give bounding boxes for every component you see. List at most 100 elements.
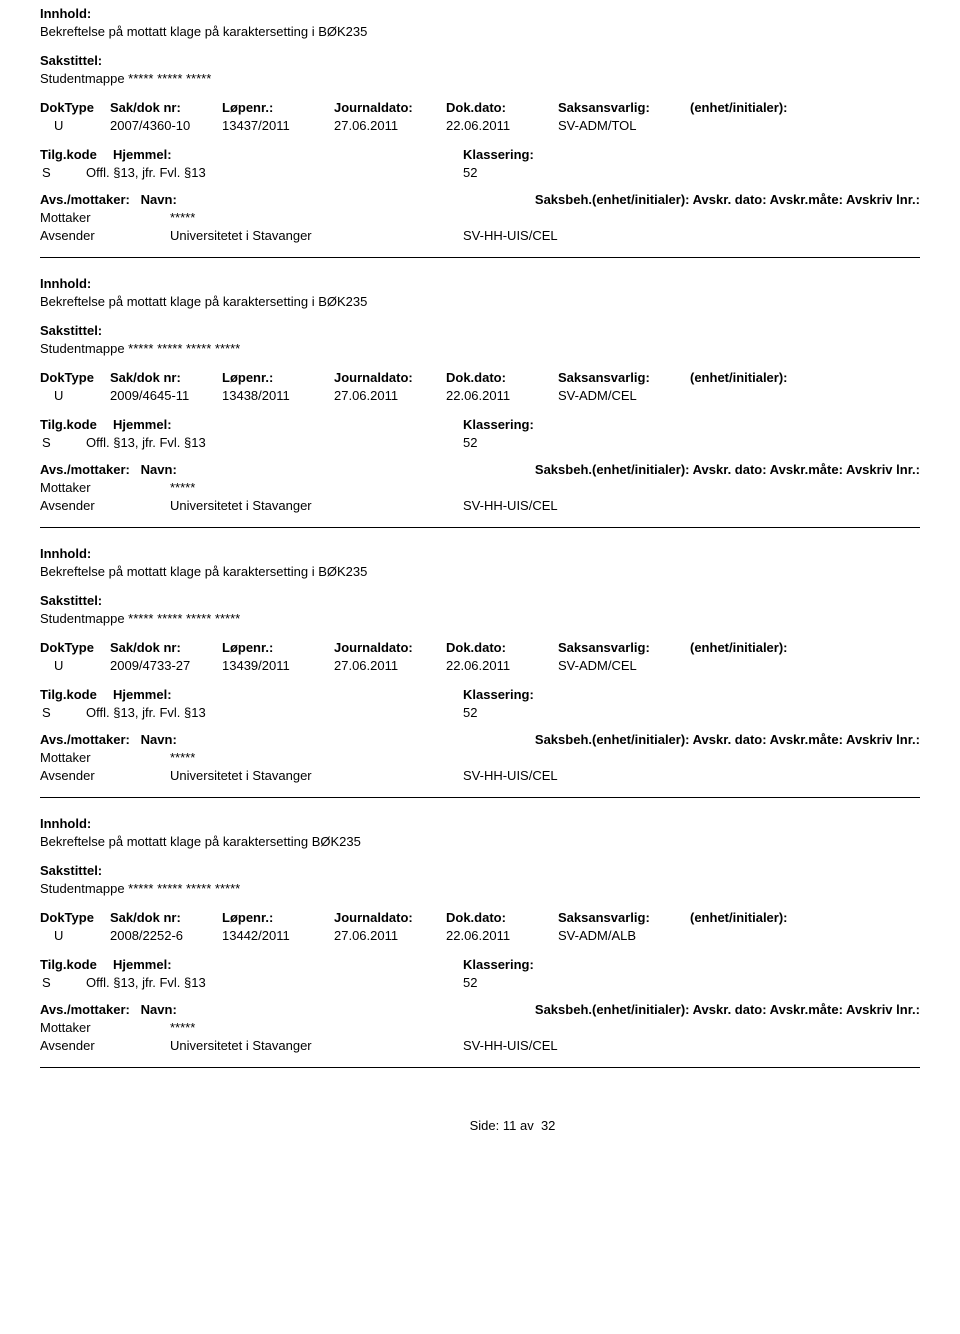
- header-enhet: (enhet/initialer):: [690, 910, 920, 925]
- avsender-label: Avsender: [40, 768, 170, 783]
- value-saknr: 2009/4733-27: [110, 658, 222, 673]
- hjemmel-header-row: Tilg.kode Hjemmel: Klassering:: [40, 957, 920, 972]
- value-saknr: 2007/4360-10: [110, 118, 222, 133]
- header-doktype: DokType: [40, 370, 110, 385]
- value-saknr: 2008/2252-6: [110, 928, 222, 943]
- hjemmel-value-row: S Offl. §13, jfr. Fvl. §13 52: [40, 705, 920, 720]
- value-dokdato: 22.06.2011: [446, 658, 558, 673]
- header-hjemmel: Hjemmel:: [113, 957, 463, 972]
- header-lopenr: Løpenr.:: [222, 370, 334, 385]
- footer-side-label: Side:: [470, 1118, 500, 1133]
- hjemmel-value-row: S Offl. §13, jfr. Fvl. §13 52: [40, 435, 920, 450]
- value-lopenr: 13438/2011: [222, 388, 334, 403]
- avsender-label: Avsender: [40, 228, 170, 243]
- header-saksansvarlig: Saksansvarlig:: [558, 910, 690, 925]
- header-saksbeh: Saksbeh.(enhet/initialer): Avskr. dato: …: [535, 1002, 920, 1017]
- footer-page-num: 11: [503, 1118, 517, 1133]
- header-klassering: Klassering:: [463, 687, 920, 702]
- header-avsmottaker: Avs./mottaker: Navn:: [40, 192, 177, 207]
- value-lopenr: 13442/2011: [222, 928, 334, 943]
- header-avsmottaker: Avs./mottaker: Navn:: [40, 732, 177, 747]
- avsender-row: Avsender Universitetet i Stavanger SV-HH…: [40, 228, 920, 243]
- header-klassering: Klassering:: [463, 147, 920, 162]
- header-tilgkode: Tilg.kode: [40, 957, 113, 972]
- value-hjemmel: Offl. §13, jfr. Fvl. §13: [86, 435, 463, 450]
- value-dokdato: 22.06.2011: [446, 928, 558, 943]
- header-dokdato: Dok.dato:: [446, 370, 558, 385]
- header-journaldato: Journaldato:: [334, 910, 446, 925]
- innhold-content: Bekreftelse på mottatt klage på karakter…: [40, 834, 920, 849]
- mottaker-row: Mottaker *****: [40, 750, 920, 765]
- table-value-row: U 2009/4645-11 13438/2011 27.06.2011 22.…: [40, 388, 920, 403]
- value-doktype: U: [40, 658, 110, 673]
- mottaker-value: *****: [170, 480, 920, 495]
- value-tilgkode: S: [40, 975, 86, 990]
- page-footer: Side: 11 av 32: [40, 1068, 920, 1153]
- innhold-label: Innhold:: [40, 546, 920, 561]
- saksbeh-header-row: Avs./mottaker: Navn: Saksbeh.(enhet/init…: [40, 192, 920, 207]
- hjemmel-header-row: Tilg.kode Hjemmel: Klassering:: [40, 147, 920, 162]
- table-value-row: U 2007/4360-10 13437/2011 27.06.2011 22.…: [40, 118, 920, 133]
- innhold-label: Innhold:: [40, 816, 920, 831]
- hjemmel-value-row: S Offl. §13, jfr. Fvl. §13 52: [40, 165, 920, 180]
- sakstittel-label: Sakstittel:: [40, 53, 920, 68]
- header-klassering: Klassering:: [463, 957, 920, 972]
- innhold-label: Innhold:: [40, 6, 920, 21]
- value-doktype: U: [40, 928, 110, 943]
- header-journaldato: Journaldato:: [334, 100, 446, 115]
- header-saksansvarlig: Saksansvarlig:: [558, 100, 690, 115]
- header-tilgkode: Tilg.kode: [40, 417, 113, 432]
- header-lopenr: Løpenr.:: [222, 640, 334, 655]
- header-enhet: (enhet/initialer):: [690, 370, 920, 385]
- mottaker-label: Mottaker: [40, 210, 170, 225]
- header-saksansvarlig: Saksansvarlig:: [558, 640, 690, 655]
- sakstittel-label: Sakstittel:: [40, 323, 920, 338]
- header-saksbeh: Saksbeh.(enhet/initialer): Avskr. dato: …: [535, 732, 920, 747]
- avsender-label: Avsender: [40, 1038, 170, 1053]
- header-saksbeh: Saksbeh.(enhet/initialer): Avskr. dato: …: [535, 192, 920, 207]
- header-doktype: DokType: [40, 100, 110, 115]
- value-klassering: 52: [463, 705, 920, 720]
- header-dokdato: Dok.dato:: [446, 100, 558, 115]
- journal-record: Innhold: Bekreftelse på mottatt klage på…: [40, 528, 920, 798]
- avsender-value: Universitetet i Stavanger: [170, 1038, 463, 1053]
- mottaker-value: *****: [170, 1020, 920, 1035]
- value-tilgkode: S: [40, 165, 86, 180]
- avsender-code: SV-HH-UIS/CEL: [463, 498, 920, 513]
- sakstittel-content: Studentmappe ***** ***** *****: [40, 71, 920, 86]
- hjemmel-header-row: Tilg.kode Hjemmel: Klassering:: [40, 417, 920, 432]
- hjemmel-header-row: Tilg.kode Hjemmel: Klassering:: [40, 687, 920, 702]
- header-lopenr: Løpenr.:: [222, 910, 334, 925]
- value-saksansvarlig: SV-ADM/ALB: [558, 928, 690, 943]
- header-enhet: (enhet/initialer):: [690, 100, 920, 115]
- header-saknr: Sak/dok nr:: [110, 910, 222, 925]
- sakstittel-label: Sakstittel:: [40, 863, 920, 878]
- journal-record: Innhold: Bekreftelse på mottatt klage på…: [40, 258, 920, 528]
- avsender-row: Avsender Universitetet i Stavanger SV-HH…: [40, 498, 920, 513]
- avsender-label: Avsender: [40, 498, 170, 513]
- table-value-row: U 2008/2252-6 13442/2011 27.06.2011 22.0…: [40, 928, 920, 943]
- value-hjemmel: Offl. §13, jfr. Fvl. §13: [86, 165, 463, 180]
- sakstittel-label: Sakstittel:: [40, 593, 920, 608]
- innhold-content: Bekreftelse på mottatt klage på karakter…: [40, 564, 920, 579]
- value-doktype: U: [40, 118, 110, 133]
- innhold-content: Bekreftelse på mottatt klage på karakter…: [40, 294, 920, 309]
- value-journaldato: 27.06.2011: [334, 118, 446, 133]
- table-value-row: U 2009/4733-27 13439/2011 27.06.2011 22.…: [40, 658, 920, 673]
- value-dokdato: 22.06.2011: [446, 118, 558, 133]
- footer-total: 32: [541, 1118, 555, 1133]
- value-saksansvarlig: SV-ADM/TOL: [558, 118, 690, 133]
- avsender-value: Universitetet i Stavanger: [170, 768, 463, 783]
- mottaker-label: Mottaker: [40, 750, 170, 765]
- mottaker-value: *****: [170, 210, 920, 225]
- header-tilgkode: Tilg.kode: [40, 147, 113, 162]
- header-tilgkode: Tilg.kode: [40, 687, 113, 702]
- value-klassering: 52: [463, 435, 920, 450]
- hjemmel-value-row: S Offl. §13, jfr. Fvl. §13 52: [40, 975, 920, 990]
- value-journaldato: 27.06.2011: [334, 658, 446, 673]
- mottaker-row: Mottaker *****: [40, 1020, 920, 1035]
- header-saknr: Sak/dok nr:: [110, 100, 222, 115]
- header-journaldato: Journaldato:: [334, 640, 446, 655]
- header-enhet: (enhet/initialer):: [690, 640, 920, 655]
- sakstittel-content: Studentmappe ***** ***** ***** *****: [40, 341, 920, 356]
